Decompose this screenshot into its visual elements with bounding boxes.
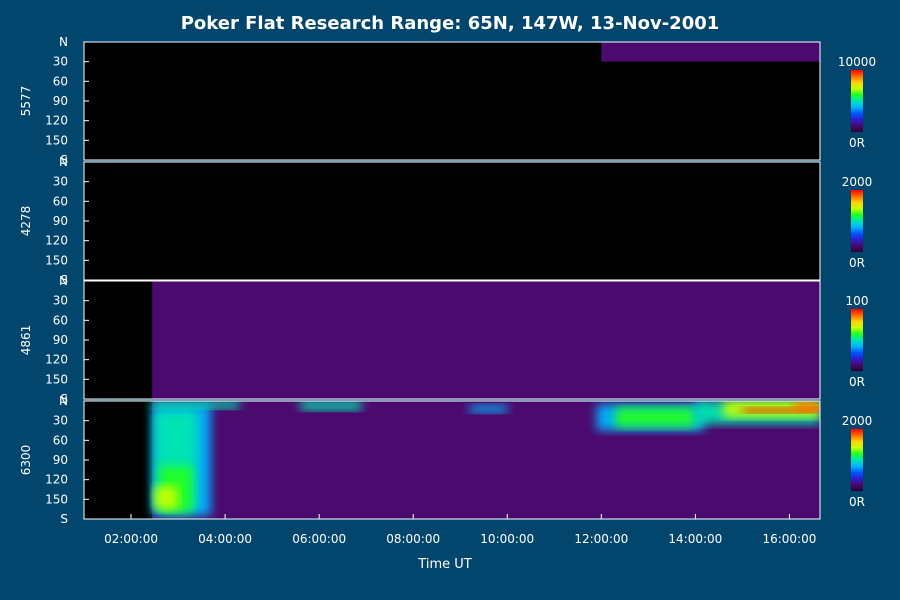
y-tick-label: N — [59, 274, 68, 288]
colorbar-max-label: 2000 — [842, 414, 873, 428]
chart-title: Poker Flat Research Range: 65N, 147W, 13… — [181, 13, 720, 34]
x-tick-label: 12:00:00 — [574, 532, 628, 546]
y-tick-label: 90 — [53, 94, 68, 108]
panel-ylabel: 4278 — [19, 206, 33, 237]
colorbar — [851, 429, 863, 491]
y-tick-label: 30 — [53, 175, 68, 189]
colorbar-min-label: 0R — [849, 375, 865, 389]
emission-regions — [152, 401, 820, 519]
panel-ylabel: 4861 — [19, 325, 33, 356]
y-tick-label: S — [60, 512, 68, 526]
panel-4861: N 30 60 90 120 150 S 4861 100 0R — [19, 274, 868, 406]
colorbar-min-label: 0R — [849, 495, 865, 509]
y-tick-label: 120 — [45, 473, 68, 487]
y-tick-label: N — [59, 35, 68, 49]
colorbar — [851, 190, 863, 252]
y-tick-label: 60 — [53, 194, 68, 208]
colorbar-max-label: 100 — [846, 294, 869, 308]
y-tick-label: S — [60, 153, 68, 167]
x-axis: 02:00:00 04:00:00 06:00:00 08:00:00 10:00:00… — [104, 514, 816, 546]
panel-4278: N 30 60 90 120 150 S 4278 2000 0R — [19, 155, 872, 287]
x-tick-label: 14:00:00 — [668, 532, 722, 546]
colorbar — [851, 309, 863, 371]
y-tick-label: 150 — [45, 253, 68, 267]
y-tick-label: N — [59, 394, 68, 408]
panels: N 30 60 90 120 150 S 5577 10000 0R N 30 60 90 120 150 S 4… — [19, 35, 876, 526]
emission-region — [154, 486, 179, 510]
emission-region — [742, 407, 820, 413]
y-tick-label: S — [60, 273, 68, 287]
panel-6300: N 30 60 90 120 150 S 6300 2000 0R — [19, 394, 872, 526]
emission-regions — [152, 281, 820, 399]
emission-region — [794, 401, 820, 411]
panel-ylabel: 6300 — [19, 445, 33, 476]
emission-region — [152, 401, 240, 409]
y-tick-label: 30 — [53, 55, 68, 69]
plot-area — [84, 42, 820, 160]
x-axis-label: Time UT — [417, 557, 471, 572]
colorbar-min-label: 0R — [849, 136, 865, 150]
emission-region — [300, 401, 362, 411]
y-tick-label: 60 — [53, 74, 68, 88]
y-tick-label: 60 — [53, 433, 68, 447]
emission-region — [469, 404, 508, 413]
y-tick-label: 150 — [45, 133, 68, 147]
y-tick-label: 120 — [45, 234, 68, 248]
emission-region — [152, 281, 820, 399]
plot-area — [84, 162, 820, 280]
y-tick-label: 30 — [53, 414, 68, 428]
x-tick-label: 04:00:00 — [198, 532, 252, 546]
y-tick-label: S — [60, 392, 68, 406]
y-tick-label: 90 — [53, 453, 68, 467]
colorbar — [851, 70, 863, 132]
y-tick-label: 90 — [53, 214, 68, 228]
y-tick-label: 90 — [53, 333, 68, 347]
x-tick-label: 06:00:00 — [292, 532, 346, 546]
x-tick-label: 10:00:00 — [480, 532, 534, 546]
y-tick-label: 120 — [45, 353, 68, 367]
colorbar-max-label: 2000 — [842, 175, 873, 189]
y-tick-label: 30 — [53, 294, 68, 308]
y-tick-label: 150 — [45, 492, 68, 506]
y-tick-label: 60 — [53, 313, 68, 327]
colorbar-min-label: 0R — [849, 256, 865, 270]
emission-region — [615, 407, 696, 428]
colorbar-max-label: 10000 — [838, 55, 876, 69]
x-tick-label: 02:00:00 — [104, 532, 158, 546]
emission-regions — [601, 42, 820, 62]
x-tick-label: 08:00:00 — [386, 532, 440, 546]
panel-5577: N 30 60 90 120 150 S 5577 10000 0R — [19, 35, 876, 167]
y-tick-label: 150 — [45, 372, 68, 386]
y-tick-label: 120 — [45, 114, 68, 128]
x-tick-label: 16:00:00 — [762, 532, 816, 546]
panel-ylabel: 5577 — [19, 86, 33, 117]
y-tick-label: N — [59, 155, 68, 169]
emission-region — [601, 42, 820, 62]
